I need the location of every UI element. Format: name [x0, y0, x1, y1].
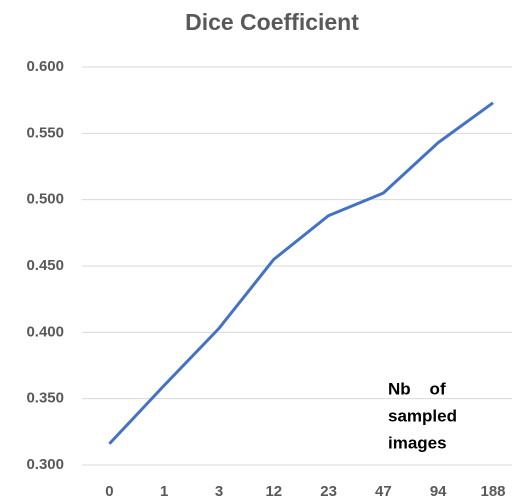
y-tick-label: 0.350	[26, 390, 64, 407]
x-tick-label: 1	[160, 483, 168, 500]
y-tick-label: 0.450	[26, 257, 64, 274]
y-tick-label: 0.600	[26, 58, 64, 75]
x-tick-label: 94	[430, 483, 447, 500]
annotation: images	[388, 433, 447, 452]
y-tick-label: 0.550	[26, 124, 64, 141]
x-tick-label: 23	[320, 483, 337, 500]
x-tick-label: 12	[265, 483, 282, 500]
x-tick-label: 188	[480, 483, 505, 500]
x-tick-label: 47	[375, 483, 392, 500]
y-tick-label: 0.500	[26, 191, 64, 208]
annotation: sampled	[388, 406, 457, 425]
x-tick-label: 3	[215, 483, 223, 500]
annotation: Nb of	[388, 379, 446, 398]
data-line	[108, 101, 494, 445]
x-tick-label: 0	[105, 483, 113, 500]
y-tick-label: 0.400	[26, 323, 64, 340]
y-tick-label: 0.300	[26, 456, 64, 473]
chart-title: Dice Coefficient	[185, 9, 359, 35]
